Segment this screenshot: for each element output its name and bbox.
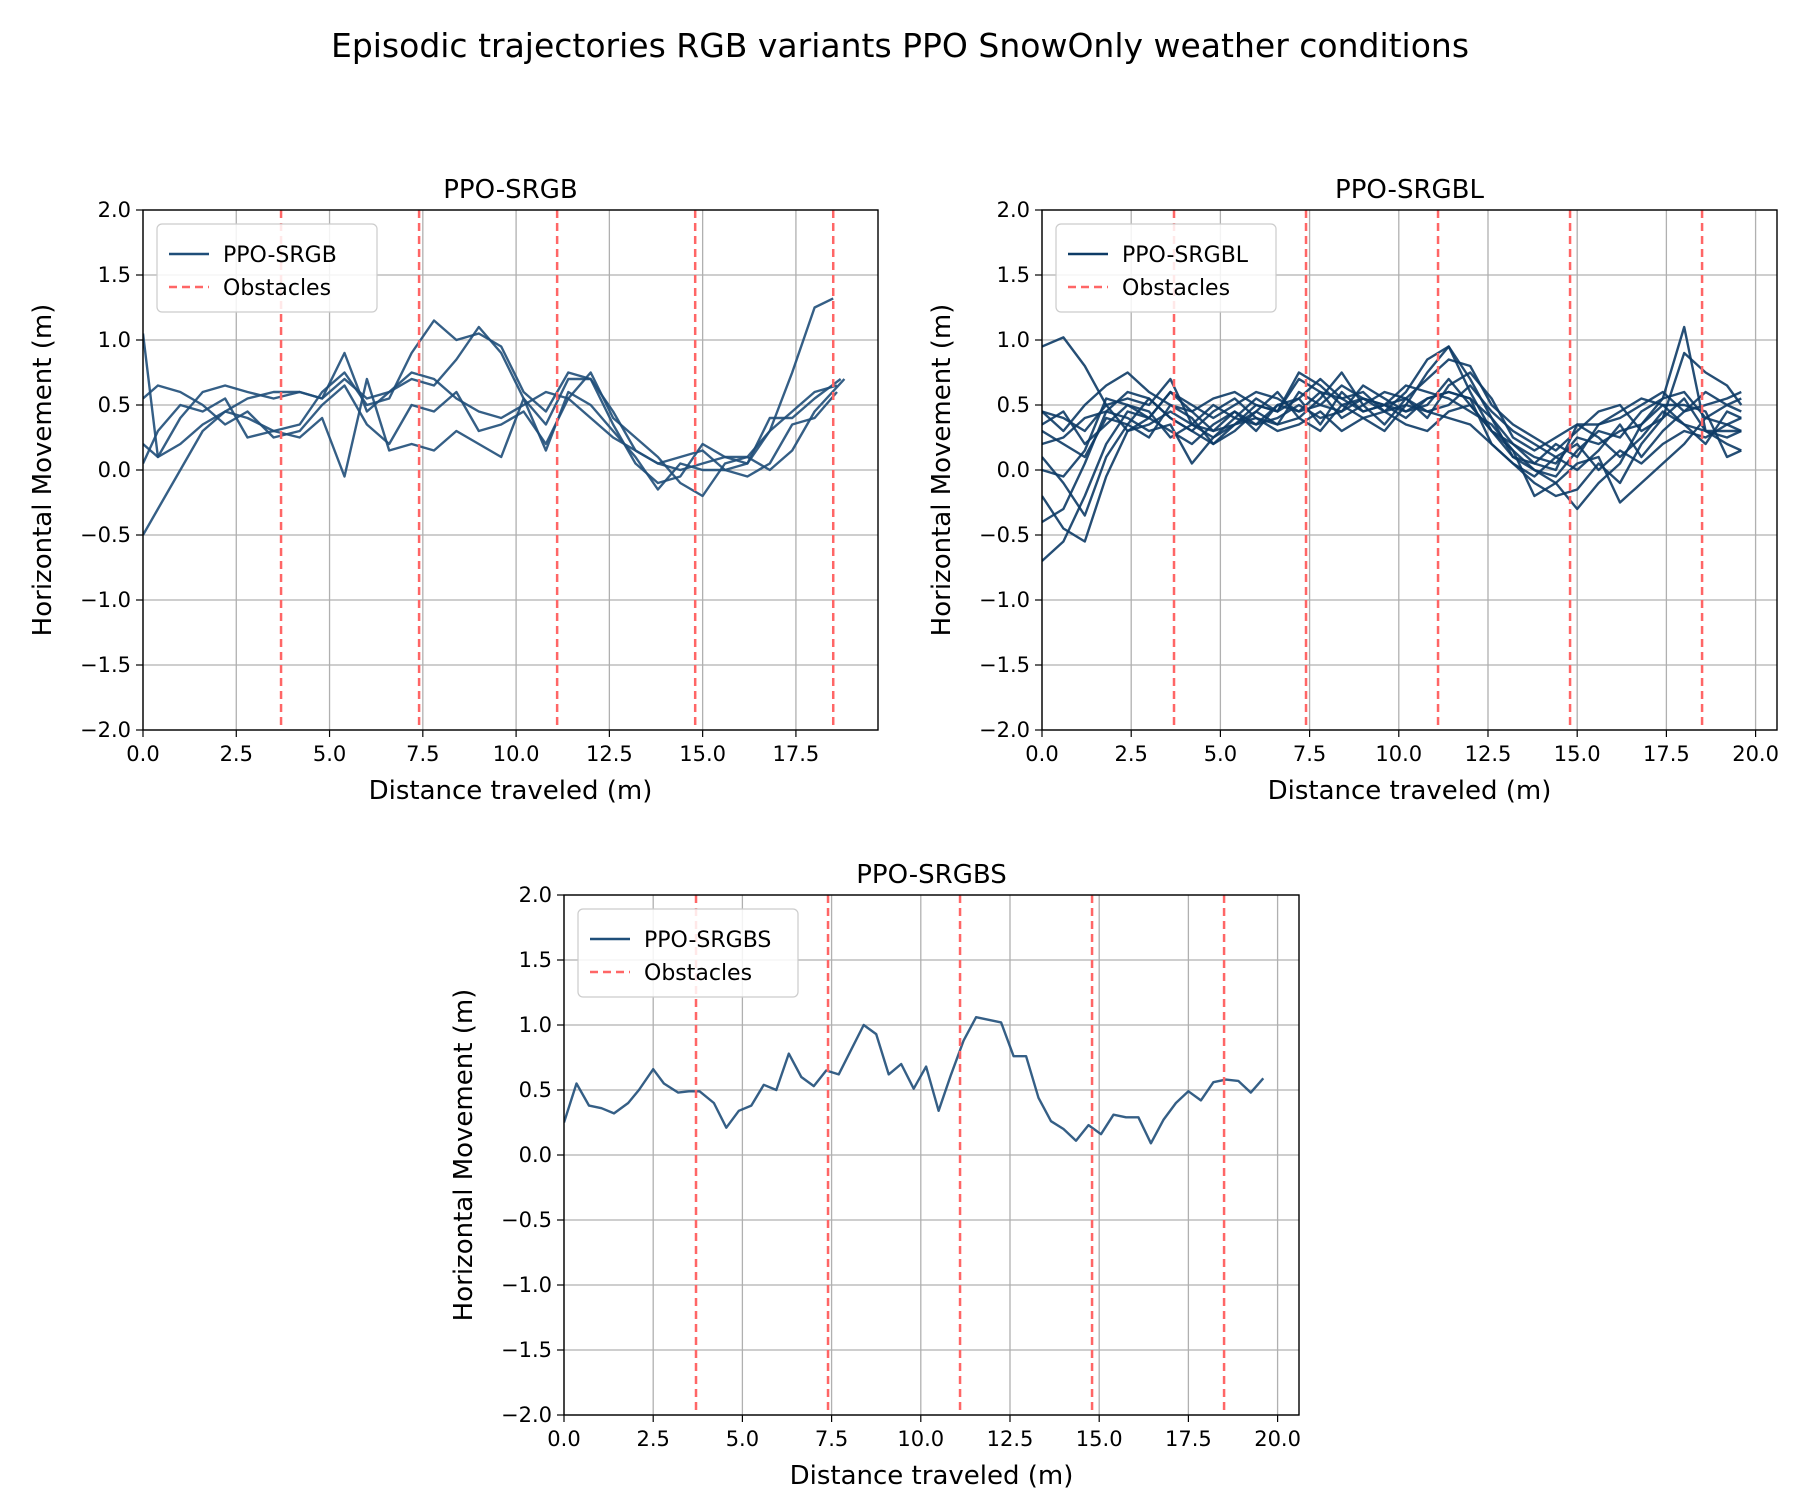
legend-box: [1055, 223, 1277, 313]
y-tick-label: −1.0: [979, 588, 1030, 612]
x-tick-label: 0.0: [547, 1427, 580, 1451]
series-group: [1042, 325, 1743, 562]
chart-panel-ppo-srgbs: 0.0 2.5 5.0 7.5 10.0 12.5 15.0 17.5 20.0 −2.0 −1.5…: [449, 860, 1301, 1491]
x-tick-label: 7.5: [1293, 742, 1326, 766]
trajectory-line-5: [143, 377, 838, 491]
y-tick-label: 0.0: [519, 1143, 552, 1167]
x-tick-label: 2.5: [220, 742, 253, 766]
y-tick-label: −1.5: [501, 1338, 552, 1362]
x-tick-label: 20.0: [1732, 742, 1779, 766]
panel-title: PPO-SRGBL: [1335, 175, 1484, 205]
legend-label-obstacles: Obstacles: [1122, 276, 1230, 301]
trajectory-line-5: [1042, 371, 1742, 517]
chart-panel-ppo-srgbl: 0.0 2.5 5.0 7.5 10.0 12.5 15.0 17.5 20.0 −2.0 −1.5…: [927, 175, 1779, 806]
legend-label-obstacles: Obstacles: [644, 961, 752, 986]
x-tick-label: 20.0: [1254, 1427, 1301, 1451]
trajectory-line-11: [1042, 397, 1742, 478]
x-tick-label: 5.0: [313, 742, 346, 766]
legend: PPO-SRGB Obstacles: [156, 223, 378, 313]
y-tick-label: −0.5: [80, 523, 131, 547]
figure-title: Episodic trajectories RGB variants PPO S…: [331, 26, 1469, 65]
trajectory-line-10: [1042, 384, 1742, 478]
y-tick-label: 1.0: [519, 1013, 552, 1037]
trajectory-line-7: [1042, 325, 1742, 543]
y-axis-label: Horizontal Movement (m): [449, 989, 479, 1322]
trajectory-line-3: [143, 325, 842, 485]
x-tick-label: 15.0: [1554, 742, 1601, 766]
legend-label-obstacles: Obstacles: [223, 276, 331, 301]
x-tick-label: 12.5: [987, 1427, 1034, 1451]
x-tick-label: 7.5: [406, 742, 439, 766]
legend-label-series: PPO-SRGB: [223, 243, 337, 268]
x-tick-label: 15.0: [1076, 1427, 1123, 1451]
legend-label-series: PPO-SRGBS: [644, 928, 771, 953]
x-tick-label: 0.0: [126, 742, 159, 766]
y-tick-label: −1.5: [80, 653, 131, 677]
axes-frame: [142, 209, 879, 731]
y-tick-label: 0.5: [519, 1078, 552, 1102]
y-tick-label: −0.5: [979, 523, 1030, 547]
y-tick-label: 0.0: [98, 458, 131, 482]
legend: PPO-SRGBS Obstacles: [577, 908, 799, 998]
y-tick-label: −1.0: [501, 1273, 552, 1297]
x-tick-label: 2.5: [1114, 742, 1147, 766]
y-axis-label: Horizontal Movement (m): [927, 304, 957, 637]
y-tick-label: 1.0: [997, 328, 1030, 352]
panel-title: PPO-SRGB: [443, 175, 577, 205]
x-tick-label: 17.5: [773, 742, 820, 766]
y-axis-label: Horizontal Movement (m): [28, 304, 58, 637]
y-tick-label: 1.0: [98, 328, 131, 352]
x-tick-label: 10.0: [1375, 742, 1422, 766]
y-tick-label: −2.0: [80, 718, 131, 742]
y-tick-label: −1.5: [979, 653, 1030, 677]
trajectory-line-1: [564, 1016, 1265, 1145]
y-tick-label: −0.5: [501, 1208, 552, 1232]
y-tick-label: 1.5: [98, 263, 131, 287]
y-tick-label: 2.0: [519, 883, 552, 907]
legend-box: [156, 223, 378, 313]
series-group: [564, 1016, 1265, 1145]
y-tick-label: 1.5: [519, 948, 552, 972]
x-tick-label: 0.0: [1025, 742, 1058, 766]
y-tick-label: −2.0: [979, 718, 1030, 742]
x-axis-label: Distance traveled (m): [369, 776, 653, 806]
x-tick-label: 5.0: [726, 1427, 759, 1451]
series-group: [143, 297, 846, 536]
axes-frame: [1041, 209, 1778, 731]
y-tick-label: −2.0: [501, 1403, 552, 1427]
x-tick-label: 7.5: [815, 1427, 848, 1451]
y-tick-label: −1.0: [80, 588, 131, 612]
x-tick-label: 12.5: [586, 742, 633, 766]
x-tick-label: 17.5: [1165, 1427, 1212, 1451]
y-tick-label: 0.0: [997, 458, 1030, 482]
x-tick-label: 10.0: [493, 742, 540, 766]
y-tick-label: 2.0: [98, 198, 131, 222]
chart-panel-ppo-srgb: 0.0 2.5 5.0 7.5 10.0 12.5 15.0 17.5 −2.0 −1.5 −1.0…: [28, 175, 879, 806]
legend: PPO-SRGBL Obstacles: [1055, 223, 1277, 313]
y-tick-label: 0.5: [98, 393, 131, 417]
axes-frame: [563, 894, 1300, 1416]
x-tick-label: 17.5: [1643, 742, 1690, 766]
x-tick-label: 10.0: [897, 1427, 944, 1451]
panel-title: PPO-SRGBS: [856, 860, 1007, 890]
x-tick-label: 12.5: [1465, 742, 1512, 766]
x-tick-label: 2.5: [636, 1427, 669, 1451]
legend-label-series: PPO-SRGBL: [1122, 243, 1249, 268]
y-tick-label: 0.5: [997, 393, 1030, 417]
trajectory-line-1: [143, 297, 834, 536]
y-tick-label: 1.5: [997, 263, 1030, 287]
y-tick-label: 2.0: [997, 198, 1030, 222]
x-tick-label: 15.0: [679, 742, 726, 766]
trajectory-line-8: [1042, 351, 1743, 452]
x-axis-label: Distance traveled (m): [1268, 776, 1552, 806]
legend-box: [577, 908, 799, 998]
x-tick-label: 5.0: [1204, 742, 1237, 766]
x-axis-label: Distance traveled (m): [790, 1461, 1074, 1491]
